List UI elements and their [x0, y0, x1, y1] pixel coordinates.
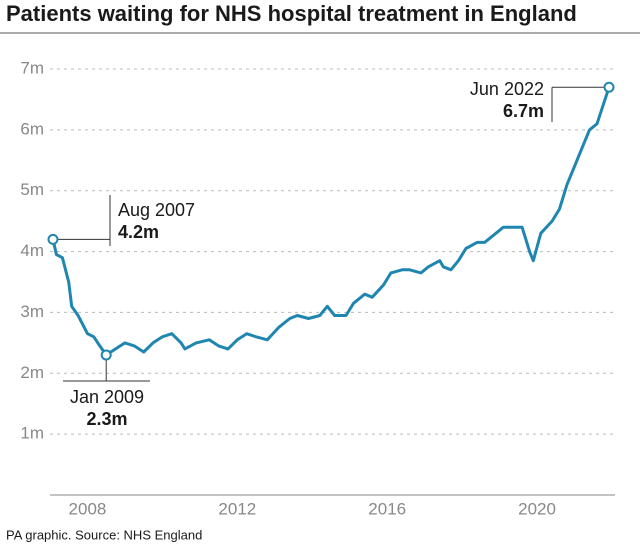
annotation-value: 4.2m	[118, 222, 159, 242]
y-tick-label: 4m	[20, 241, 44, 260]
annotation-date: Jun 2022	[470, 79, 544, 99]
annotation-date: Jan 2009	[70, 387, 144, 407]
y-tick-label: 2m	[20, 363, 44, 382]
x-tick-label: 2020	[518, 499, 556, 518]
annotation-value: 6.7m	[503, 101, 544, 121]
annotation-date: Aug 2007	[118, 200, 195, 220]
y-tick-label: 5m	[20, 180, 44, 199]
x-tick-label: 2008	[69, 499, 107, 518]
x-tick-label: 2012	[218, 499, 256, 518]
point-marker	[100, 349, 112, 361]
y-tick-label: 6m	[20, 119, 44, 138]
point-marker	[603, 81, 615, 93]
x-tick-label: 2016	[368, 499, 406, 518]
y-tick-label: 1m	[20, 424, 44, 443]
line	[51, 86, 611, 357]
point-marker	[47, 233, 59, 245]
y-tick-label: 7m	[20, 58, 44, 77]
source: PA graphic. Source: NHS England	[6, 527, 202, 542]
chart-title: Patients waiting for NHS hospital treatm…	[6, 1, 577, 26]
y-tick-label: 3m	[20, 302, 44, 321]
annotation-value: 2.3m	[86, 409, 127, 429]
